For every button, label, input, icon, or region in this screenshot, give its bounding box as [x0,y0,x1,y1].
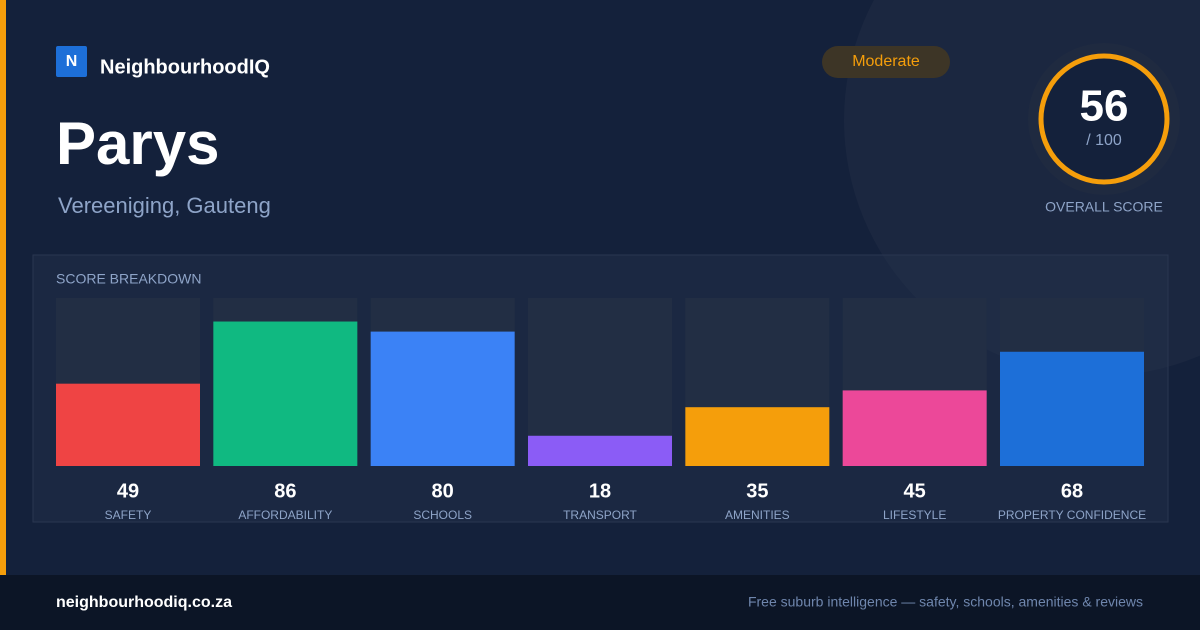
value-label: 80 [432,480,454,502]
logo [56,46,87,77]
overall-score: 56 [1080,82,1129,131]
brand: NeighbourhoodIQ [100,56,270,78]
bar [213,321,358,466]
category-label: PROPERTY CONFIDENCE [998,508,1146,522]
bar [1000,351,1144,466]
chart-title: SCORE BREAKDOWN [56,271,201,287]
overall-out-of: / 100 [1086,132,1122,149]
score-ring [1038,53,1170,185]
category-label: AMENITIES [725,508,790,522]
category-label: AFFORDABILITY [238,508,332,522]
place-subtitle: Vereeniging, Gauteng [58,193,271,218]
category-label: TRANSPORT [563,508,637,522]
bar [842,390,987,466]
value-label: 68 [1061,480,1083,502]
bar [685,407,830,466]
badge [822,46,950,78]
value-label: 45 [904,480,926,502]
bar [56,383,200,466]
bar [528,435,672,466]
overall-label: OVERALL SCORE [1045,199,1163,215]
badge-text: Moderate [852,53,920,70]
category-label: SAFETY [105,508,152,522]
value-label: 35 [746,480,768,502]
place-title: Parys [56,110,219,177]
bar [370,331,515,466]
value-label: 18 [589,480,611,502]
footer-site: neighbourhoodiq.co.za [56,594,232,611]
value-label: 86 [274,480,296,502]
footer [0,575,1200,630]
value-label: 49 [117,480,139,502]
category-label: LIFESTYLE [883,508,946,522]
logo-letter: N [66,53,78,70]
category-label: SCHOOLS [413,508,472,522]
footer-tagline: Free suburb intelligence — safety, schoo… [748,594,1143,610]
accent-stripe [0,0,6,575]
